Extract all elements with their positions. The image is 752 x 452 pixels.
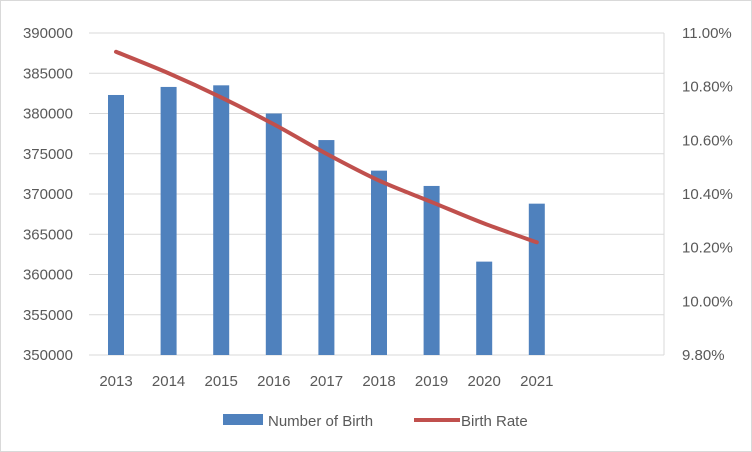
- right-tick-label: 10.20%: [682, 240, 733, 257]
- bar: [528, 203, 545, 355]
- x-tick-label: 2015: [205, 373, 238, 390]
- bar: [213, 85, 230, 355]
- left-tick-label: 380000: [23, 106, 73, 123]
- x-tick-label: 2013: [99, 373, 132, 390]
- right-tick-label: 10.00%: [682, 293, 733, 310]
- right-tick-label: 9.80%: [682, 347, 725, 364]
- legend: Number of Birth Birth Rate: [223, 413, 528, 430]
- legend-label-birth-rate: Birth Rate: [461, 413, 528, 430]
- right-tick-label: 10.40%: [682, 186, 733, 203]
- x-tick-label: 2017: [310, 373, 343, 390]
- x-tick-label: 2019: [415, 373, 448, 390]
- bar: [476, 261, 493, 355]
- left-tick-label: 370000: [23, 186, 73, 203]
- bar: [160, 86, 177, 355]
- x-tick-label: 2016: [257, 373, 290, 390]
- bar: [265, 113, 282, 355]
- legend-label-number-of-birth: Number of Birth: [268, 413, 373, 430]
- right-axis-ticks: 11.00% 10.80% 10.60% 10.40% 10.20% 10.00% 9.80…: [682, 25, 733, 364]
- left-tick-label: 360000: [23, 267, 73, 284]
- left-axis-ticks: 390000 385000 380000 375000 370000 365000 3600…: [23, 25, 73, 364]
- left-tick-label: 385000: [23, 65, 73, 82]
- line-series: [114, 49, 539, 245]
- legend-swatch-number-of-birth: [223, 414, 263, 425]
- left-tick-label: 350000: [23, 347, 73, 364]
- right-tick-label: 10.60%: [682, 132, 733, 149]
- x-tick-label: 2018: [362, 373, 395, 390]
- left-tick-label: 375000: [23, 146, 73, 163]
- bar-series: [108, 85, 545, 356]
- bar: [108, 94, 124, 356]
- left-tick-label: 355000: [23, 307, 73, 324]
- left-tick-label: 390000: [23, 25, 73, 42]
- bar: [371, 170, 387, 355]
- x-tick-label: 2020: [468, 373, 501, 390]
- right-tick-label: 11.00%: [682, 25, 732, 42]
- bar: [318, 140, 335, 355]
- left-tick-label: 365000: [23, 226, 73, 243]
- x-tick-label: 2021: [520, 373, 553, 390]
- x-axis-ticks: 2013 2014 2015 2016 2017 2018 2019 2020 2021: [99, 373, 553, 390]
- x-tick-label: 2014: [152, 373, 185, 390]
- right-tick-label: 10.80%: [682, 79, 733, 96]
- bar: [423, 185, 440, 355]
- birth-rate-line: [114, 49, 539, 245]
